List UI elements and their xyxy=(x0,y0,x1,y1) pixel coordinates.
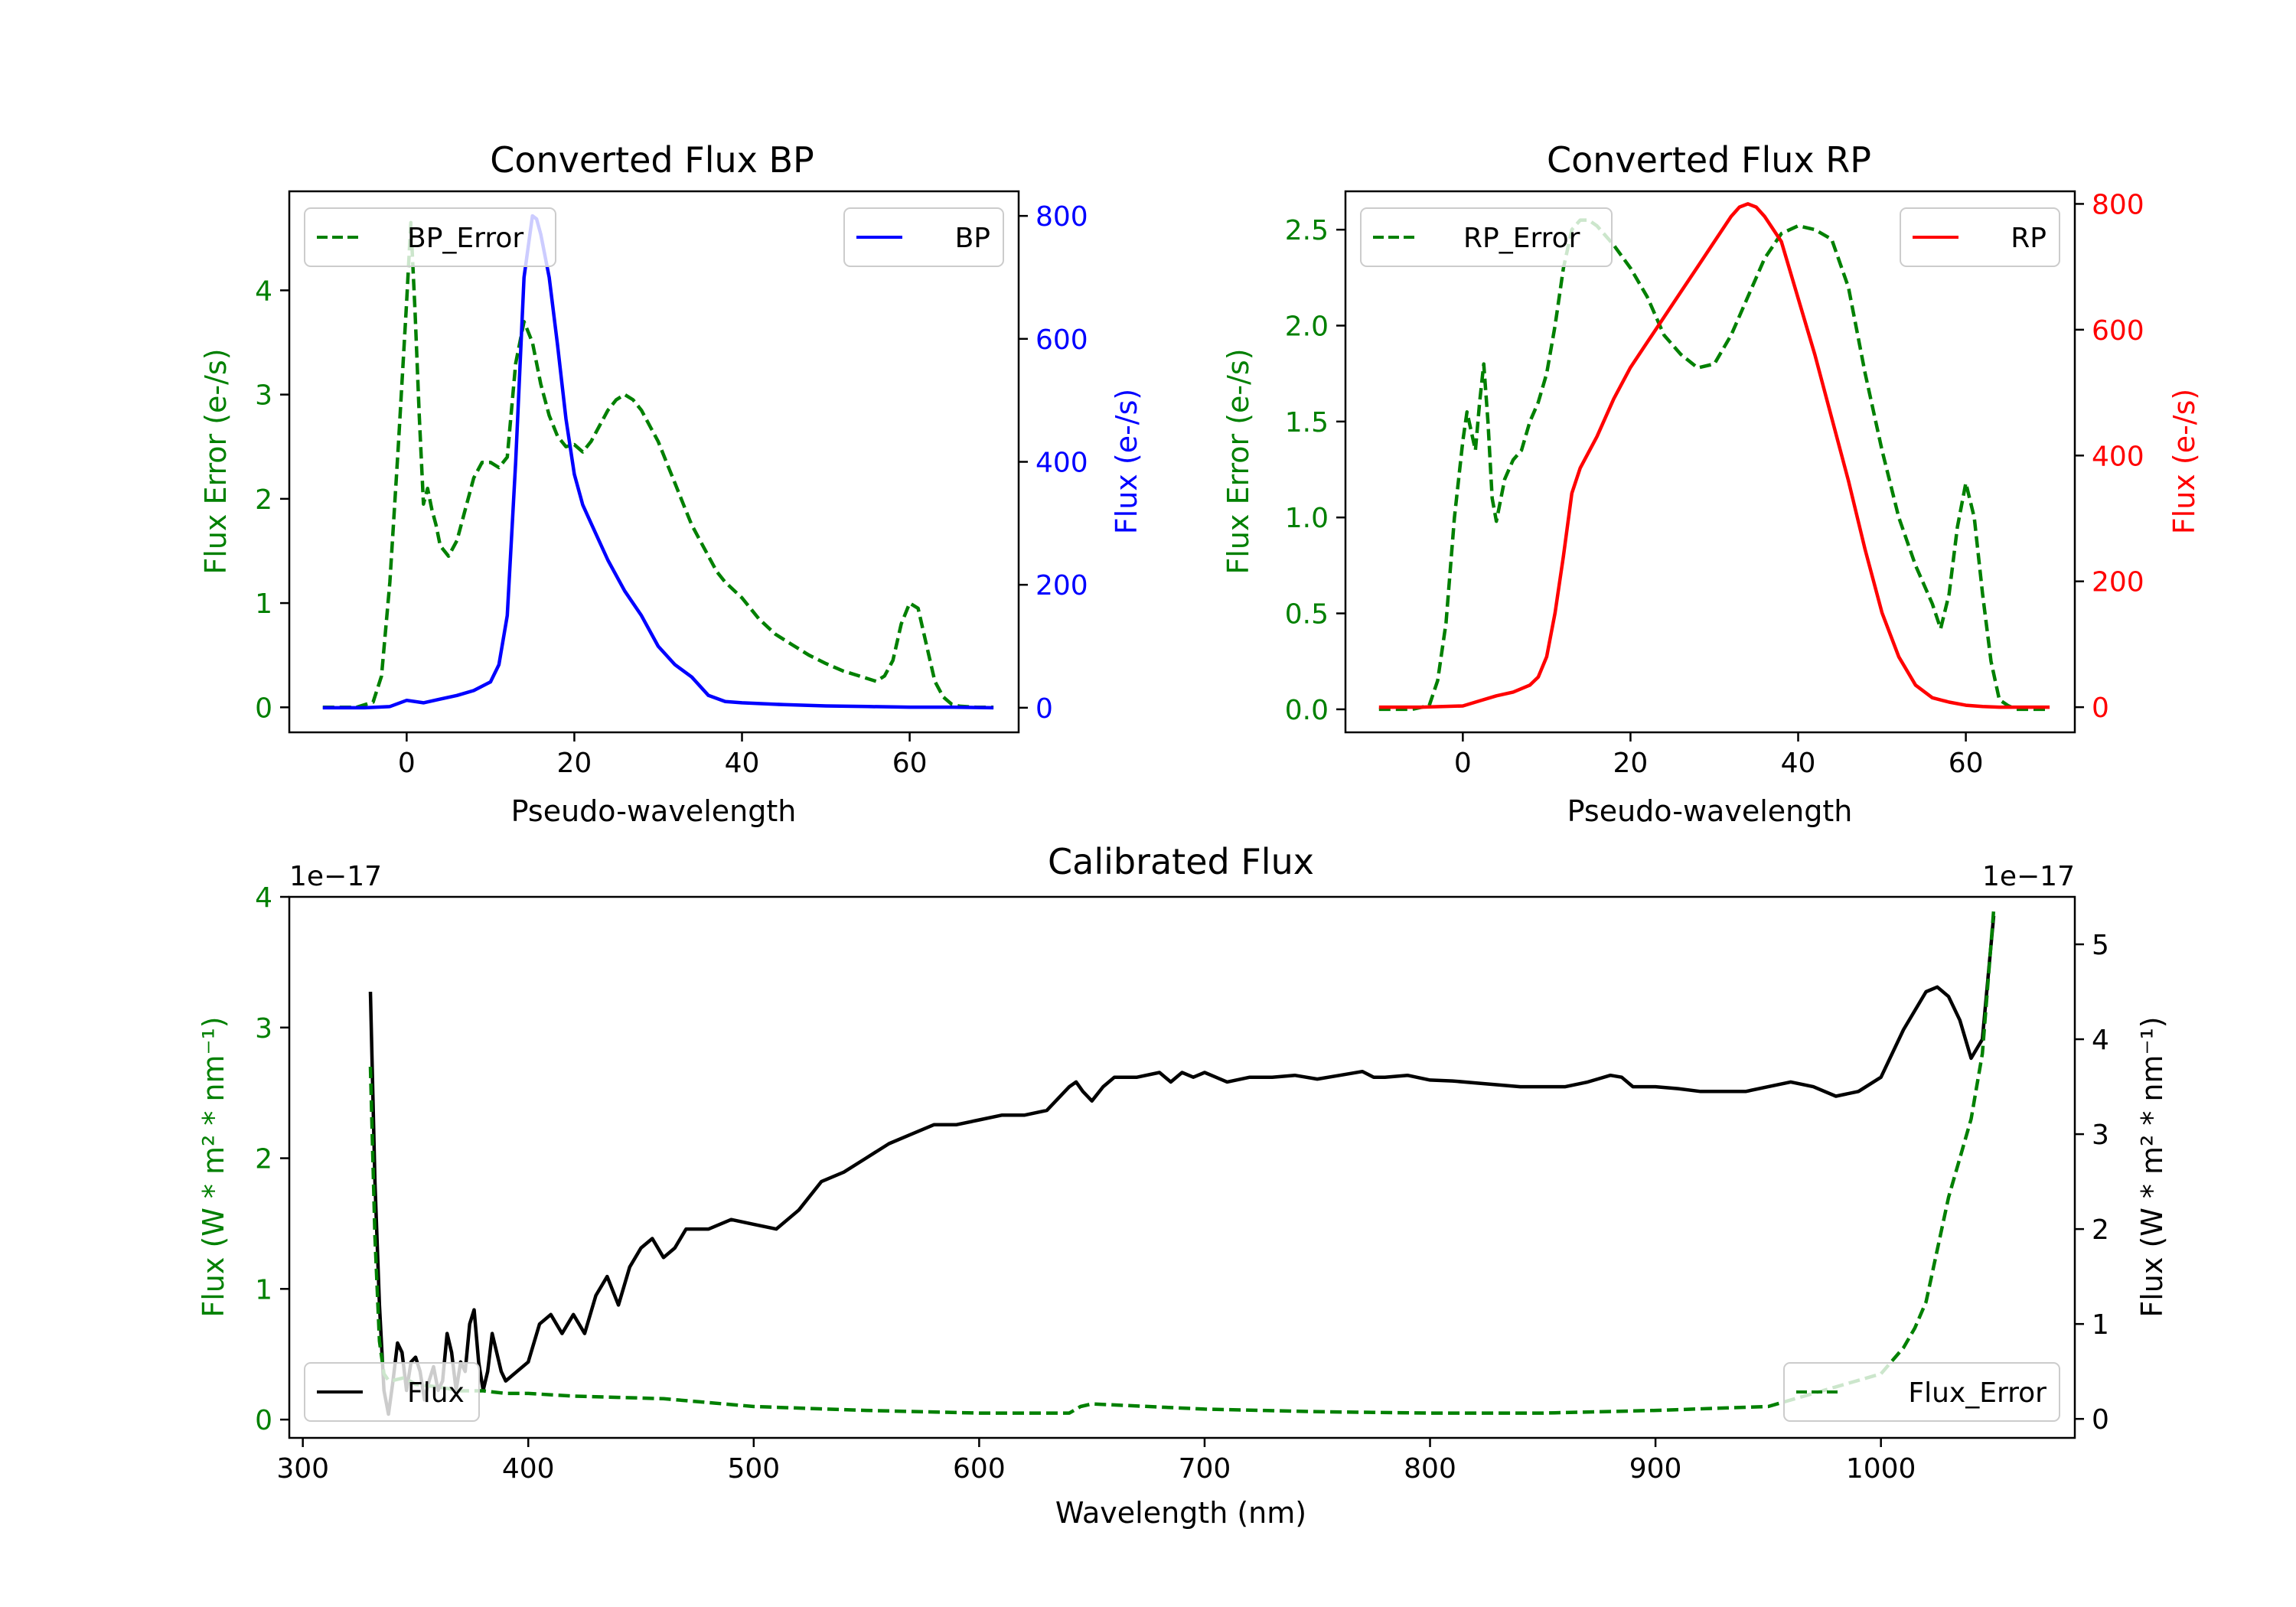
legend-left: RP_Error xyxy=(1360,207,1613,267)
y-tick-label-right: 400 xyxy=(1035,448,1088,479)
y-tick-label-left: 1.0 xyxy=(1285,503,1329,534)
x-tick-label: 20 xyxy=(1613,748,1649,779)
offset-label-right: 1e−17 xyxy=(1982,861,2075,892)
y-tick-label-left: 4 xyxy=(255,882,272,914)
legend-box xyxy=(304,207,556,267)
chart-title: Calibrated Flux xyxy=(1048,841,1314,882)
legend-box xyxy=(1783,1362,2060,1422)
series-line-flux xyxy=(368,915,1996,1416)
series-line-bp xyxy=(322,214,994,710)
y-tick-label-left: 0.0 xyxy=(1285,695,1329,726)
y-tick-label-left: 1.5 xyxy=(1285,407,1329,438)
y-tick-label-left: 0 xyxy=(255,693,272,724)
x-tick-label: 800 xyxy=(1404,1453,1456,1485)
x-tick-label: 60 xyxy=(1949,748,1984,779)
x-tick-label: 1000 xyxy=(1846,1453,1916,1485)
y-tick-label-left: 3 xyxy=(255,1013,272,1045)
y-tick-label-left: 3 xyxy=(255,380,272,412)
x-axis-label: Pseudo-wavelength xyxy=(511,794,797,828)
y-tick-label-right: 0 xyxy=(1035,693,1053,725)
y-tick-label-left: 4 xyxy=(255,275,272,307)
y-tick-label-left: 1 xyxy=(255,588,272,620)
y-axis-label-right: Flux (e-/s) xyxy=(2167,389,2201,534)
x-tick-label: 0 xyxy=(398,748,416,779)
series-line-bp-error xyxy=(322,220,994,709)
y-tick-label-right: 2 xyxy=(2092,1214,2109,1246)
x-tick-label: 0 xyxy=(1454,748,1472,779)
y-tick-label-right: 4 xyxy=(2092,1025,2109,1056)
y-axis-label-left: Flux Error (e-/s) xyxy=(1221,348,1255,574)
y-tick-label-right: 600 xyxy=(2092,315,2144,347)
legend-box xyxy=(1900,207,2060,267)
legend-label-flux-error: Flux_Error xyxy=(1908,1377,2047,1409)
x-tick-label: 700 xyxy=(1179,1453,1231,1485)
legend-label-rp-error: RP_Error xyxy=(1463,223,1580,254)
legend-box xyxy=(1360,207,1613,267)
x-tick-label: 300 xyxy=(276,1453,329,1485)
y-tick-label-left: 0 xyxy=(255,1405,272,1436)
y-tick-label-right: 200 xyxy=(2092,567,2144,598)
panel-rp: Converted Flux RP 0 20 40 60 0.0 0.5 1.0 1.5 2.0… xyxy=(1221,139,2201,828)
chart-title: Converted Flux RP xyxy=(1547,139,1871,181)
x-tick-label: 40 xyxy=(1781,748,1816,779)
plot-frame xyxy=(288,895,2076,1439)
legend-box xyxy=(843,207,1004,267)
y-tick-label-left: 1 xyxy=(255,1274,272,1305)
x-axis-label: Wavelength (nm) xyxy=(1055,1496,1306,1530)
legend-box xyxy=(304,1362,480,1422)
y-axis-label-left: Flux (W * m² * nm⁻¹) xyxy=(197,1016,230,1317)
x-tick-label: 40 xyxy=(725,748,760,779)
legend-left: BP_Error xyxy=(304,207,556,267)
y-tick-label-right: 200 xyxy=(1035,570,1088,601)
legend-right: BP xyxy=(843,207,1004,267)
y-tick-label-right: 0 xyxy=(2092,1404,2109,1436)
series-line-rp-error xyxy=(1378,218,2050,712)
chart-title: Converted Flux BP xyxy=(490,139,814,181)
y-tick-label-right: 400 xyxy=(2092,441,2144,472)
panel-bp: Converted Flux BP 0 20 40 60012340200400600… xyxy=(199,139,1143,828)
x-tick-label: 20 xyxy=(557,748,592,779)
y-tick-label-right: 800 xyxy=(2092,189,2144,220)
legend-label-bp: BP xyxy=(955,223,990,254)
y-tick-label-right: 1 xyxy=(2092,1309,2109,1341)
y-tick-label-right: 800 xyxy=(1035,201,1088,233)
y-tick-label-right: 600 xyxy=(1035,324,1088,356)
y-axis-label-right: Flux (W * m² * nm⁻¹) xyxy=(2135,1016,2169,1317)
y-tick-label-left: 2.0 xyxy=(1285,311,1329,342)
y-axis-label-left: Flux Error (e-/s) xyxy=(199,348,233,574)
legend-left: Flux xyxy=(304,1362,480,1422)
x-tick-label: 900 xyxy=(1629,1453,1682,1485)
series-line-flux-error xyxy=(368,909,1996,1415)
y-tick-label-left: 2 xyxy=(255,1144,272,1175)
legend-right: RP xyxy=(1900,207,2060,267)
legend-right: Flux_Error xyxy=(1783,1362,2060,1422)
legend-label-bp-error: BP_Error xyxy=(407,223,523,254)
x-tick-label: 400 xyxy=(502,1453,555,1485)
y-tick-label-left: 0.5 xyxy=(1285,599,1329,631)
y-tick-label-right: 5 xyxy=(2092,930,2109,961)
y-axis-label-right: Flux (e-/s) xyxy=(1110,389,1143,534)
y-tick-label-left: 2 xyxy=(255,484,272,516)
x-tick-label: 60 xyxy=(892,748,928,779)
y-tick-label-right: 3 xyxy=(2092,1120,2109,1151)
y-tick-label-right: 0 xyxy=(2092,693,2109,724)
x-tick-label: 500 xyxy=(727,1453,780,1485)
panel-cal: Calibrated Flux 1e−17 1e−17 300 400 500 600… xyxy=(197,841,2169,1530)
x-axis-label: Pseudo-wavelength xyxy=(1567,794,1853,828)
legend-label-rp: RP xyxy=(2011,223,2047,254)
offset-label-left: 1e−17 xyxy=(289,861,382,892)
y-tick-label-left: 2.5 xyxy=(1285,215,1329,246)
legend-label-flux: Flux xyxy=(407,1377,465,1409)
plot-frame xyxy=(1344,190,2076,734)
series-line-rp xyxy=(1378,202,2050,709)
x-tick-label: 600 xyxy=(953,1453,1006,1485)
